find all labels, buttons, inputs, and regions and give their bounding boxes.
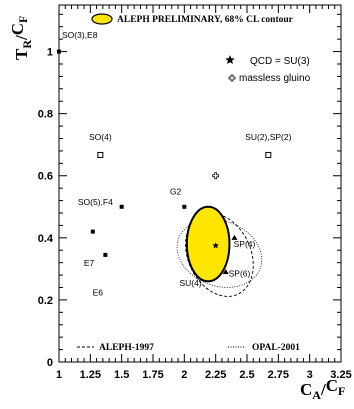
point-marker xyxy=(57,49,61,54)
x-tick-label: 2.25 xyxy=(205,369,226,381)
y-tick-label: 1 xyxy=(47,47,53,59)
x-tick-label: 1.75 xyxy=(142,369,163,381)
y-tick-label: 0.4 xyxy=(38,233,54,245)
legend-contour-label: ALEPH PRELIMINARY, 68% CL contour xyxy=(117,15,294,25)
y-tick-label: 0.6 xyxy=(38,171,53,183)
gluino-cross-marker xyxy=(212,172,220,180)
point-label: G2 xyxy=(170,186,182,196)
qcd-star-marker xyxy=(212,242,219,249)
aleph-preliminary-contour xyxy=(185,205,231,283)
point-label: SU(4) xyxy=(179,278,201,288)
legend-cross-icon xyxy=(228,74,236,82)
y-tick-label: 0.2 xyxy=(38,295,53,307)
point-label: SO(4) xyxy=(89,132,112,142)
opal-2001-contour xyxy=(176,218,263,288)
x-axis-label: CA/CF xyxy=(300,376,345,402)
point-label: SO(3),E8 xyxy=(62,30,98,40)
point-marker xyxy=(265,151,272,158)
point-marker xyxy=(103,252,108,257)
legend-aleph-1997-label: ALEPH-1997 xyxy=(99,343,154,353)
point-marker xyxy=(222,268,229,274)
point-label: SO(5),F4 xyxy=(78,197,113,207)
plot-frame xyxy=(58,4,342,363)
point-label: SP(6) xyxy=(229,269,251,279)
point-marker xyxy=(97,151,104,158)
y-tick-label: 0 xyxy=(47,357,53,369)
legend-opal-2001-label: OPAL-2001 xyxy=(252,343,300,353)
y-axis-label: TR/CF xyxy=(8,16,34,60)
point-marker xyxy=(231,234,238,240)
point-label: SP(4) xyxy=(234,239,256,249)
x-tick-label: 2 xyxy=(181,369,187,381)
x-tick-label: 3 xyxy=(307,369,313,381)
legend-star-icon xyxy=(225,55,235,65)
point-label: SU(2),SP(2) xyxy=(245,132,291,142)
x-tick-label: 3.25 xyxy=(330,369,351,381)
point-marker xyxy=(119,204,124,209)
point-label: E6 xyxy=(93,287,104,297)
x-tick-label: 1.25 xyxy=(80,369,101,381)
x-tick-label: 2.5 xyxy=(239,369,254,381)
y-tick-label: 0.8 xyxy=(38,109,53,121)
point-marker xyxy=(182,204,187,209)
legend-qcd-label: QCD = SU(3) xyxy=(250,56,310,67)
x-tick-label: 2.75 xyxy=(268,369,289,381)
point-label: E7 xyxy=(84,258,95,268)
point-marker xyxy=(90,229,95,234)
legend-yellow-swatch xyxy=(91,13,113,25)
x-tick-label: 1.5 xyxy=(114,369,129,381)
x-tick-label: 1 xyxy=(56,369,62,381)
legend-gluino-label: massless gluino xyxy=(239,73,311,84)
